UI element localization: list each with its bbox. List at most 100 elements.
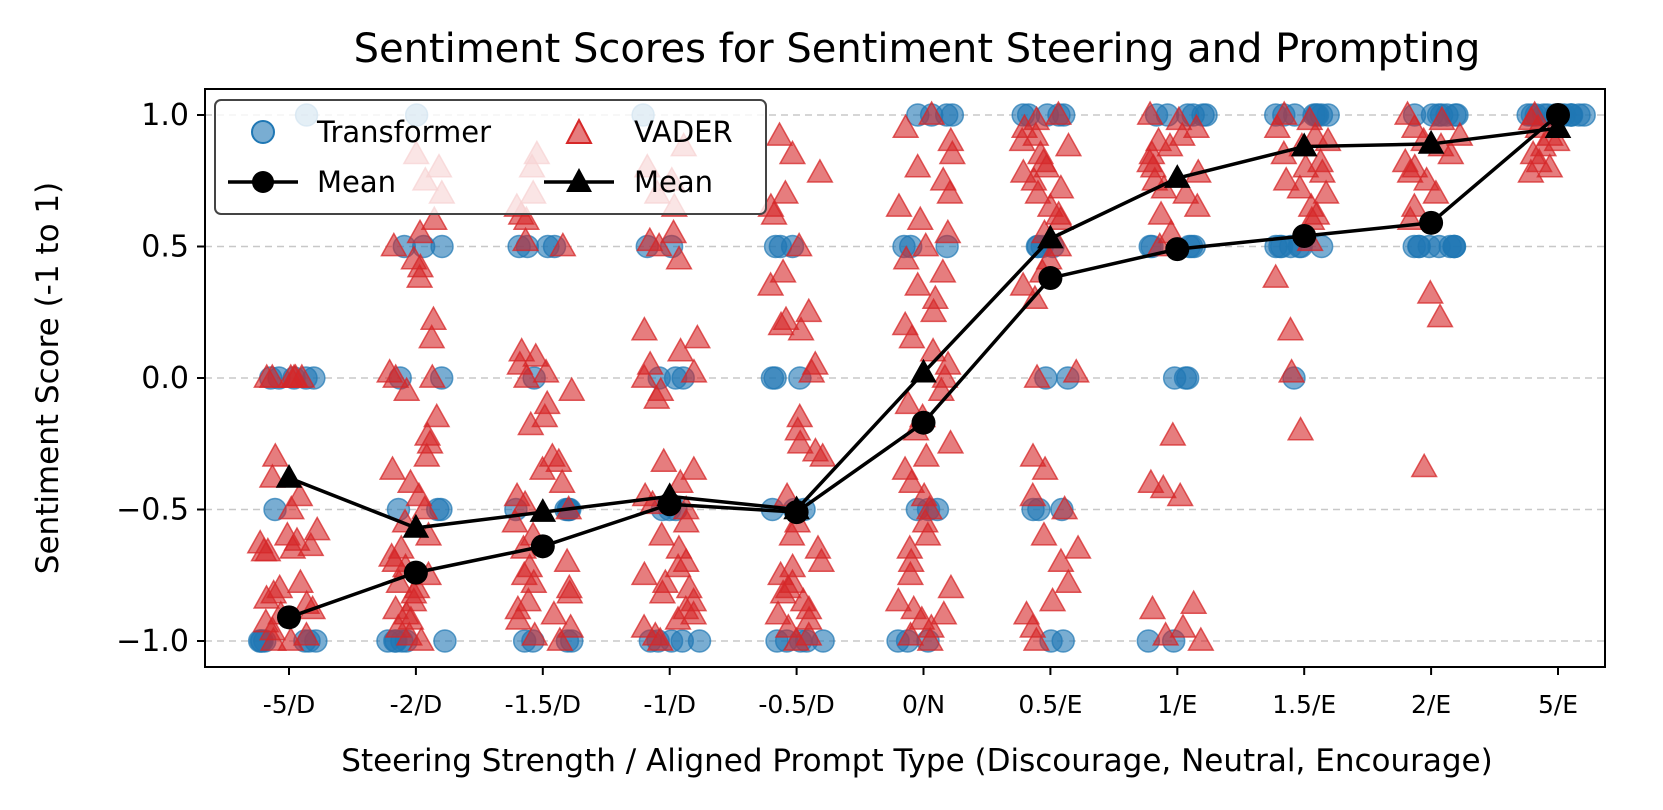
mean-triangle-marker (275, 463, 303, 488)
vader-point (538, 442, 566, 467)
vader-point (630, 560, 659, 586)
transformer-point (1442, 234, 1467, 259)
transformer-point (1572, 103, 1596, 127)
vader-point (896, 534, 924, 559)
vader-point (807, 547, 836, 572)
vader-point (266, 573, 294, 599)
vader-point (779, 552, 807, 578)
vader-point (1050, 494, 1079, 520)
vader-point (801, 350, 829, 375)
vader-point (413, 421, 442, 446)
vader-point (680, 587, 708, 612)
vader-point (938, 139, 966, 165)
vader-point (906, 205, 934, 231)
vader-point (292, 621, 321, 646)
vader-point (929, 258, 957, 283)
vader-point (672, 547, 700, 572)
vader-point (514, 587, 543, 612)
mean-circle-marker (1292, 223, 1317, 248)
vader-point (804, 534, 832, 559)
legend-box (214, 99, 767, 215)
vader-point (420, 205, 448, 231)
vader-point (246, 529, 274, 554)
vader-point (1296, 105, 1324, 131)
vader-point (1019, 481, 1047, 507)
vader-point (785, 231, 813, 257)
vader-point (636, 350, 664, 375)
y-axis-label: Sentiment Score (-1 to 1) (30, 182, 66, 574)
vader-point (531, 402, 559, 428)
vader-point (910, 481, 938, 507)
x-tick-label: 0/N (902, 690, 945, 719)
vader-point (1062, 358, 1090, 383)
vader-point (904, 153, 932, 178)
vader-point (376, 358, 404, 383)
vader-point (789, 587, 817, 612)
vader-point (1277, 358, 1306, 383)
vader-point (1137, 468, 1165, 494)
vader-point (393, 376, 421, 401)
vader-point (1038, 587, 1067, 612)
mean-circle-marker (1419, 210, 1444, 235)
vader-point (419, 305, 448, 330)
vader-point (912, 442, 940, 467)
mean-triangle-marker (1290, 132, 1318, 157)
vader-point (769, 258, 797, 283)
mean-lines (275, 103, 1572, 630)
vader-point (380, 231, 408, 257)
vader-point (1009, 271, 1037, 296)
mean-circle-marker (1165, 237, 1190, 262)
vader-point (1426, 302, 1454, 328)
transformer-point (760, 366, 785, 390)
vader-point (636, 226, 664, 252)
x-tick-label: 0.5/E (1018, 690, 1082, 719)
vader-point (897, 468, 926, 494)
vader-point (1064, 534, 1092, 559)
vader-point (795, 621, 823, 646)
vader-point (912, 231, 940, 257)
vader-point (303, 516, 331, 541)
legend-transformer-marker (251, 120, 275, 144)
vader-point (1393, 100, 1422, 125)
plot-frame (204, 88, 1606, 668)
vader-point (558, 376, 586, 401)
vader-point (650, 447, 678, 473)
mean-circle-marker (530, 534, 555, 559)
vader-point (511, 226, 540, 252)
vader-point (891, 310, 919, 336)
vader-point (771, 179, 800, 204)
vader-point (665, 534, 693, 559)
vader-point (1047, 174, 1075, 199)
vader-point (665, 245, 693, 270)
vader-point (1019, 442, 1047, 467)
vader-point (258, 463, 286, 488)
mean-triangle-marker (783, 495, 810, 520)
vader-point (1023, 363, 1051, 388)
vader-point (546, 626, 574, 651)
vader-point (378, 455, 407, 480)
vader-point (1031, 455, 1059, 480)
legend-mean-label-1: Mean (317, 165, 396, 199)
vader-point (277, 363, 305, 388)
vader-point (405, 481, 433, 507)
x-tick-label: -2/D (390, 690, 443, 719)
vader-point (896, 560, 925, 586)
vader-point (532, 358, 560, 383)
mean-circle-marker (1038, 266, 1063, 291)
vader-point (786, 429, 814, 454)
vader-point (630, 363, 658, 388)
legend: Transformer VADER Mean Mean (214, 99, 767, 215)
vader-point (381, 594, 410, 620)
vader-point (1312, 179, 1340, 204)
vader-point (885, 192, 913, 217)
vader-point (884, 587, 912, 612)
transformer-point (1051, 629, 1075, 653)
vader-point (1024, 179, 1052, 204)
vader-point (916, 626, 944, 651)
x-axis-label: Steering Strength / Aligned Prompt Type … (341, 743, 1492, 779)
mean-triangle-marker (402, 513, 430, 538)
vader-point (1044, 100, 1073, 125)
vader-point (516, 552, 544, 578)
mean-triangle-marker (1164, 164, 1191, 188)
vader-point (786, 402, 814, 428)
